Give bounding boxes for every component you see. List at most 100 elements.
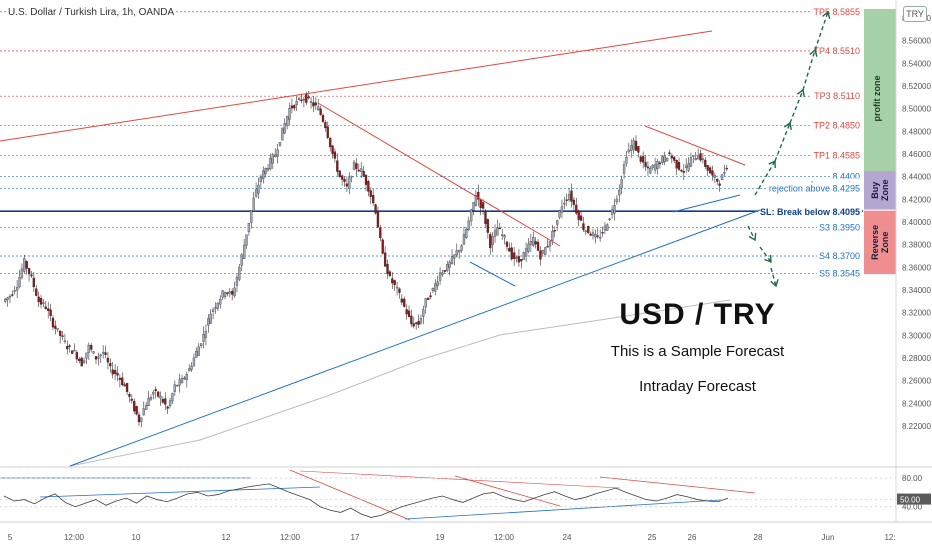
candle-body [603, 225, 607, 231]
candle-body [116, 372, 119, 376]
support-segment [469, 261, 516, 287]
candle-body [214, 307, 217, 309]
candle-body [326, 126, 329, 138]
time-tick-label: 25 [648, 533, 657, 542]
candle-body [374, 204, 377, 214]
candle-body [78, 358, 81, 362]
candle-body [682, 171, 685, 173]
candle-body [469, 209, 473, 222]
candle-body [149, 397, 153, 400]
candle-body [687, 163, 690, 171]
candle-body [135, 406, 138, 415]
candle-body [503, 235, 506, 238]
candle-body [259, 177, 263, 182]
candle-body [235, 277, 239, 286]
candle-body [625, 157, 628, 164]
candle-body [694, 157, 697, 161]
candle-body [653, 164, 657, 171]
candle-body [508, 247, 511, 252]
candle-body [661, 156, 664, 163]
candle-body [113, 370, 117, 374]
descending-trendline [317, 102, 561, 247]
level-label: TP4 8.5510 [813, 46, 860, 56]
candle-body [577, 210, 580, 220]
candle-body [599, 236, 602, 239]
level-label: S5 8.3545 [819, 269, 860, 279]
candle-body [448, 261, 451, 268]
pennant-lower-line [672, 194, 741, 213]
candle-body [111, 369, 114, 375]
zone-box [864, 210, 896, 275]
price-tick-label: 8.28000 [902, 354, 931, 363]
forecast-arrow-head [748, 232, 757, 242]
candle-body [646, 166, 650, 169]
candle-body [701, 158, 705, 161]
candle-body [102, 352, 105, 354]
level-label: TP1 8.4585 [813, 151, 860, 161]
candle-body [450, 256, 454, 264]
candle-body [656, 161, 659, 169]
candle-body [183, 377, 186, 380]
candle-body [4, 298, 7, 302]
candle-body [696, 155, 700, 160]
candle-body [336, 160, 339, 172]
candle-body [613, 205, 616, 214]
candle-body [94, 356, 98, 360]
price-tick-label: 8.26000 [902, 377, 931, 386]
candle-body [407, 310, 411, 317]
candle-body [388, 271, 392, 276]
candle-body [429, 295, 432, 298]
forecast-arrow [802, 49, 816, 91]
candle-body [142, 408, 145, 416]
candle-body [128, 393, 131, 397]
candle-body [27, 268, 31, 275]
candle-body [725, 167, 728, 170]
candle-body [80, 357, 83, 367]
price-tick-label: 8.24000 [902, 399, 931, 408]
candle-body [164, 398, 167, 405]
candle-body [689, 157, 693, 167]
candle-body [391, 278, 394, 284]
candle-body [35, 288, 38, 296]
candle-body [639, 156, 642, 162]
candle-body [42, 302, 45, 304]
price-tick-label: 8.50000 [902, 105, 931, 114]
candle-body [534, 241, 537, 245]
level-label-bg [811, 119, 862, 132]
level-label-bg [811, 149, 862, 162]
candle-body [718, 183, 721, 186]
candle-body [699, 153, 702, 161]
candle-body [515, 257, 518, 259]
candle-body [675, 159, 678, 169]
candle-body [558, 210, 561, 218]
candle-body [372, 195, 375, 204]
candle-body [324, 122, 327, 129]
candle-body [527, 243, 530, 252]
candle-body [250, 210, 253, 223]
level-label: S4 8.3700 [819, 251, 860, 261]
candle-body [608, 218, 611, 221]
candle-body [489, 234, 492, 249]
currency-badge[interactable]: TRY [903, 6, 927, 22]
candle-body [441, 272, 444, 275]
candle-body [498, 227, 501, 230]
candle-body [223, 292, 227, 297]
candle-body [338, 170, 341, 177]
time-tick-label: Jun [822, 533, 835, 542]
candle-body [393, 280, 396, 286]
candle-body [283, 123, 286, 134]
candle-body [355, 163, 358, 169]
level-label: TP3 8.5110 [814, 91, 860, 101]
candle-body [587, 226, 590, 234]
candle-body [245, 234, 248, 246]
candle-body [231, 290, 234, 295]
candle-body [685, 165, 688, 168]
candle-body [152, 391, 155, 395]
candle-body [44, 306, 47, 309]
chart-title: U.S. Dollar / Turkish Lira, 1h, OANDA [6, 6, 177, 19]
pair-title: USD / TRY [619, 298, 776, 331]
candle-body [419, 317, 423, 324]
candle-body [293, 105, 296, 109]
candle-body [658, 162, 662, 165]
